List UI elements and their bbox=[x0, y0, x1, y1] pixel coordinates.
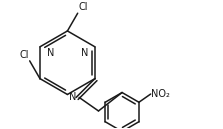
Text: Cl: Cl bbox=[19, 50, 29, 60]
Text: NO₂: NO₂ bbox=[151, 89, 170, 99]
Text: N: N bbox=[47, 48, 54, 58]
Text: N: N bbox=[69, 92, 76, 102]
Text: N: N bbox=[81, 48, 88, 58]
Text: Cl: Cl bbox=[79, 2, 88, 12]
